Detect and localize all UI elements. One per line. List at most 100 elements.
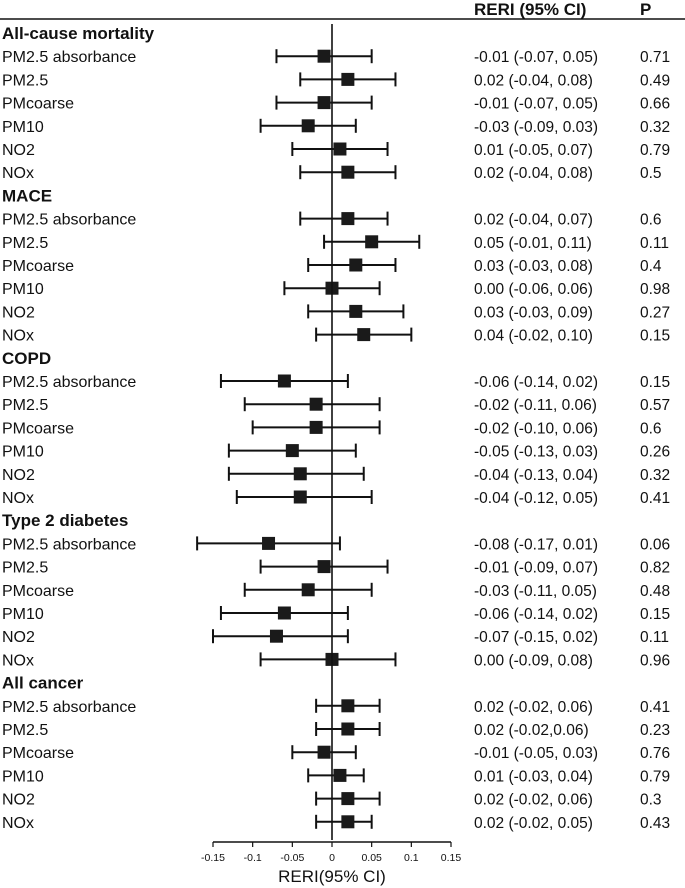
p-value: 0.57	[640, 397, 670, 414]
row-label: PM10	[2, 606, 44, 623]
estimate-text: -0.02 (-0.10, 0.06)	[474, 420, 598, 437]
row-label: NO2	[2, 304, 35, 321]
point-estimate	[277, 606, 291, 620]
group-title: COPD	[2, 349, 51, 368]
p-value: 0.15	[640, 328, 670, 345]
estimate-text: 0.02 (-0.02, 0.06)	[474, 792, 593, 809]
p-value: 0.76	[640, 745, 670, 762]
p-value: 0.71	[640, 49, 670, 66]
group-title: All cancer	[2, 674, 84, 693]
p-value: 0.11	[640, 235, 669, 252]
estimate-text: 0.02 (-0.02, 0.06)	[474, 699, 593, 716]
estimate-text: -0.03 (-0.11, 0.05)	[474, 583, 597, 600]
p-value: 0.4	[640, 258, 662, 275]
row-label: PM2.5	[2, 560, 48, 577]
p-value: 0.82	[640, 560, 670, 577]
row-label: NOx	[2, 165, 34, 182]
estimate-text: -0.06 (-0.14, 0.02)	[474, 374, 598, 391]
group-title: MACE	[2, 186, 52, 205]
p-value: 0.6	[640, 420, 662, 437]
point-estimate	[293, 467, 307, 481]
p-value: 0.79	[640, 768, 670, 785]
row-label: NOx	[2, 328, 34, 345]
estimate-text: 0.02 (-0.02, 0.05)	[474, 815, 593, 832]
estimate-text: -0.08 (-0.17, 0.01)	[474, 536, 598, 553]
row-label: PM2.5 absorbance	[2, 374, 136, 391]
point-estimate	[341, 165, 355, 179]
x-tick-label: 0.1	[404, 852, 419, 864]
estimate-text: -0.06 (-0.14, 0.02)	[474, 606, 598, 623]
estimate-text: -0.01 (-0.05, 0.03)	[474, 745, 598, 762]
p-value: 0.32	[640, 467, 670, 484]
p-value: 0.5	[640, 165, 662, 182]
point-estimate	[262, 536, 276, 550]
p-value: 0.32	[640, 119, 670, 136]
estimate-text: -0.03 (-0.09, 0.03)	[474, 119, 598, 136]
estimate-text: 0.03 (-0.03, 0.09)	[474, 304, 593, 321]
row-label: NOx	[2, 490, 34, 507]
estimate-text: -0.02 (-0.11, 0.06)	[474, 397, 597, 414]
row-label: NOx	[2, 815, 34, 832]
row-label: NO2	[2, 142, 35, 159]
point-estimate	[341, 699, 355, 713]
p-value: 0.15	[640, 374, 670, 391]
row-label: PM2.5 absorbance	[2, 49, 136, 66]
estimate-text: 0.02 (-0.02,0.06)	[474, 722, 589, 739]
point-estimate	[293, 490, 307, 504]
p-value: 0.6	[640, 212, 662, 229]
group-title: Type 2 diabetes	[2, 511, 128, 530]
estimate-text: 0.03 (-0.03, 0.08)	[474, 258, 593, 275]
estimate-text: -0.04 (-0.12, 0.05)	[474, 490, 598, 507]
p-value: 0.26	[640, 444, 670, 461]
point-estimate	[309, 397, 323, 411]
point-estimate	[269, 629, 283, 643]
point-estimate	[285, 444, 299, 458]
row-label: PM2.5	[2, 397, 48, 414]
estimate-text: -0.01 (-0.07, 0.05)	[474, 49, 598, 66]
row-label: NO2	[2, 792, 35, 809]
row-label: PM10	[2, 281, 44, 298]
point-estimate	[301, 119, 315, 133]
point-estimate	[357, 328, 371, 342]
row-label: PM2.5 absorbance	[2, 212, 136, 229]
row-label: NOx	[2, 652, 34, 669]
point-estimate	[349, 304, 363, 318]
p-value: 0.96	[640, 652, 670, 669]
group-title: All-cause mortality	[2, 24, 155, 43]
p-value: 0.06	[640, 536, 670, 553]
p-value: 0.3	[640, 792, 662, 809]
header-p: P	[640, 0, 651, 19]
point-estimate	[317, 49, 331, 63]
point-estimate	[341, 72, 355, 86]
p-value: 0.48	[640, 583, 670, 600]
p-value: 0.15	[640, 606, 670, 623]
estimate-text: 0.01 (-0.05, 0.07)	[474, 142, 593, 159]
point-estimate	[341, 722, 355, 736]
point-estimate	[365, 235, 379, 249]
estimate-text: -0.01 (-0.09, 0.07)	[474, 560, 598, 577]
estimate-text: 0.04 (-0.02, 0.10)	[474, 328, 593, 345]
p-value: 0.23	[640, 722, 670, 739]
p-value: 0.66	[640, 96, 670, 113]
forest-rows: All-cause mortality PM2.5 absorbance -0.01…	[2, 24, 670, 832]
point-estimate	[277, 374, 291, 388]
row-label: PMcoarse	[2, 745, 74, 762]
estimate-text: 0.02 (-0.04, 0.07)	[474, 212, 593, 229]
point-estimate	[309, 420, 323, 434]
estimate-text: -0.07 (-0.15, 0.02)	[474, 629, 598, 646]
row-label: PM10	[2, 768, 44, 785]
row-label: PM2.5 absorbance	[2, 536, 136, 553]
p-value: 0.41	[640, 699, 670, 716]
estimate-text: 0.01 (-0.03, 0.04)	[474, 768, 593, 785]
row-label: PM2.5	[2, 722, 48, 739]
point-estimate	[317, 96, 331, 110]
estimate-text: 0.00 (-0.06, 0.06)	[474, 281, 593, 298]
point-estimate	[341, 815, 355, 829]
x-tick-label: 0	[329, 852, 335, 864]
x-axis-label: RERI(95% CI)	[278, 867, 386, 886]
estimate-text: 0.05 (-0.01, 0.11)	[474, 235, 592, 252]
row-label: PM2.5	[2, 235, 48, 252]
estimate-text: -0.01 (-0.07, 0.05)	[474, 96, 598, 113]
header-estimate: RERI (95% CI)	[474, 0, 586, 19]
